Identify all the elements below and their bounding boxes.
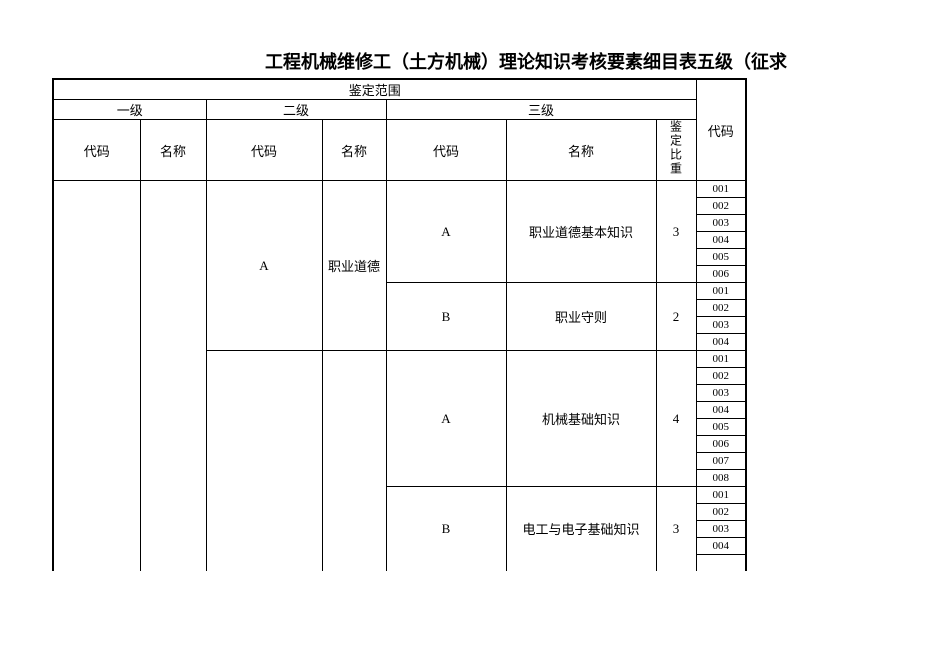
- code-004: 004: [696, 232, 746, 249]
- code-001: 001: [696, 283, 746, 300]
- header-l1-code: 代码: [54, 120, 140, 181]
- code-008: 008: [696, 470, 746, 487]
- code-001: 001: [696, 181, 746, 198]
- code-003: 003: [696, 215, 746, 232]
- code-006: 006: [696, 436, 746, 453]
- code-003: 003: [696, 521, 746, 538]
- code-004: 004: [696, 334, 746, 351]
- code-006: 006: [696, 266, 746, 283]
- header-code4: 代码: [696, 80, 746, 181]
- l3-name-B: 职业守则: [506, 283, 656, 351]
- header-l1-name: 名称: [140, 120, 206, 181]
- code-001: 001: [696, 351, 746, 368]
- l3-code-A: A: [386, 181, 506, 283]
- l3-weight-C: 4: [656, 351, 696, 487]
- l1-name: [140, 181, 206, 571]
- header-l3-weight: 鉴定比重: [656, 120, 696, 181]
- header-level3: 三级: [386, 100, 696, 120]
- main-table: 鉴定范围 代码 一级 二级 三级 代码 名称 代码 名称 代码 名称 鉴定比重 …: [52, 78, 747, 571]
- l3-weight-B: 2: [656, 283, 696, 351]
- l3-name-C: 机械基础知识: [506, 351, 656, 487]
- l3-weight-D: 3: [656, 487, 696, 571]
- header-l3-code: 代码: [386, 120, 506, 181]
- l3-name-D: 电工与电子基础知识: [506, 487, 656, 571]
- code-001: 001: [696, 487, 746, 504]
- l3-name-A: 职业道德基本知识: [506, 181, 656, 283]
- header-l2-code: 代码: [206, 120, 322, 181]
- code-005: 005: [696, 249, 746, 266]
- header-level2: 二级: [206, 100, 386, 120]
- code-005: 005: [696, 419, 746, 436]
- code-003: 003: [696, 385, 746, 402]
- l2-name-blank: [322, 351, 386, 571]
- code-004: 004: [696, 538, 746, 555]
- l2-name-A: 职业道德: [322, 181, 386, 351]
- header-level1: 一级: [54, 100, 206, 120]
- l3-code-D: B: [386, 487, 506, 571]
- l3-weight-A: 3: [656, 181, 696, 283]
- code-002: 002: [696, 368, 746, 385]
- l2-code-blank: [206, 351, 322, 571]
- code-002: 002: [696, 504, 746, 521]
- l1-code: [54, 181, 140, 571]
- header-l3-name: 名称: [506, 120, 656, 181]
- code-blank: [696, 555, 746, 571]
- header-l2-name: 名称: [322, 120, 386, 181]
- code-003: 003: [696, 317, 746, 334]
- l3-code-B: B: [386, 283, 506, 351]
- code-002: 002: [696, 300, 746, 317]
- code-004: 004: [696, 402, 746, 419]
- l2-code-A: A: [206, 181, 322, 351]
- l3-code-C: A: [386, 351, 506, 487]
- header-scope: 鉴定范围: [54, 80, 696, 100]
- code-007: 007: [696, 453, 746, 470]
- page-title: 工程机械维修工（土方机械）理论知识考核要素细目表五级（征求: [265, 48, 787, 74]
- code-002: 002: [696, 198, 746, 215]
